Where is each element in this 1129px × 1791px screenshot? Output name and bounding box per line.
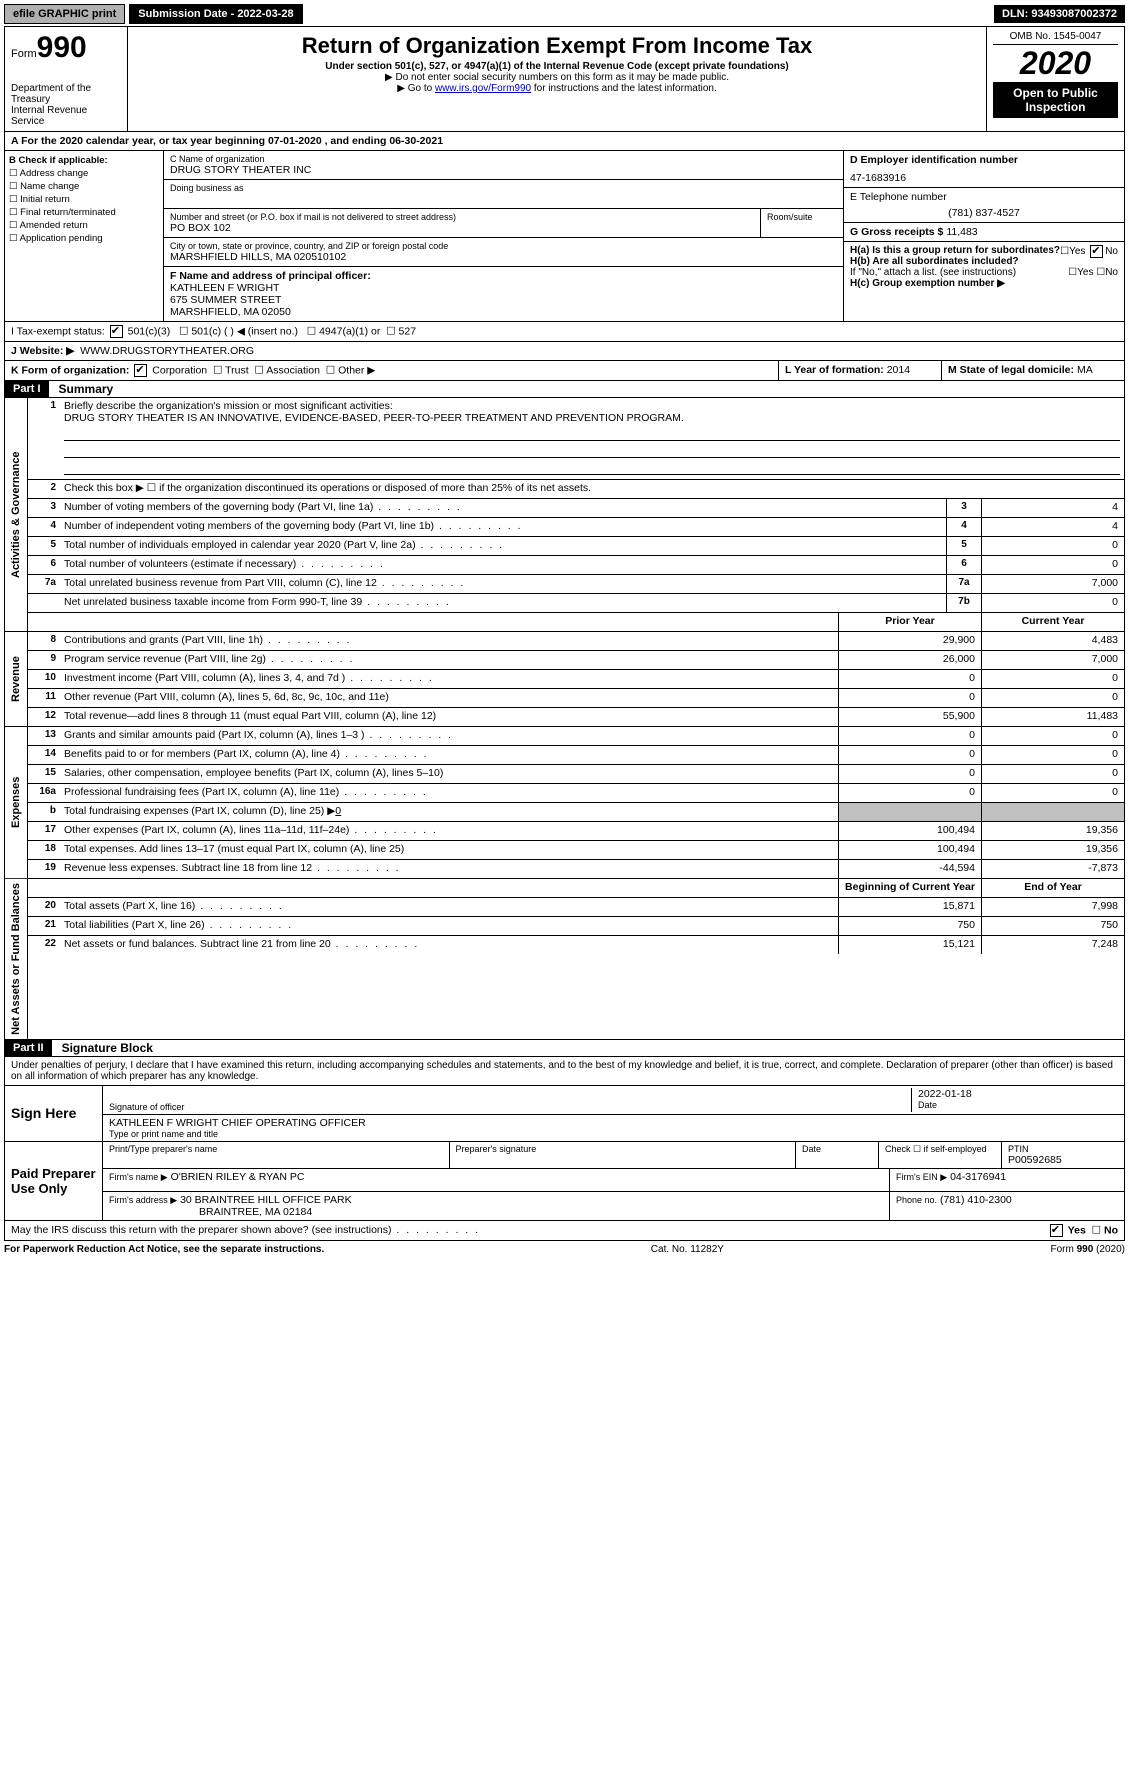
top-bar: efile GRAPHIC print Submission Date - 20… (4, 4, 1125, 24)
col-b-header: B Check if applicable: (9, 155, 159, 166)
part2-badge: Part II (5, 1040, 52, 1056)
entity-grid: B Check if applicable: ☐ Address change … (4, 151, 1125, 322)
form-no: 990 (37, 31, 87, 64)
form-header: Form990 Department of the Treasury Inter… (4, 26, 1125, 132)
officer-addr1: 675 SUMMER STREET (170, 294, 837, 306)
omb: OMB No. 1545-0047 (993, 31, 1118, 45)
paid-preparer-block: Paid Preparer Use Only Print/Type prepar… (4, 1142, 1125, 1221)
form-word: Form (11, 48, 37, 60)
officer-cell: F Name and address of principal officer:… (164, 267, 843, 321)
officer-typed: KATHLEEN F WRIGHT CHIEF OPERATING OFFICE… (109, 1117, 1118, 1129)
year-box: OMB No. 1545-0047 2020 Open to Public In… (987, 27, 1124, 131)
org-city: MARSHFIELD HILLS, MA 020510102 (170, 251, 837, 263)
city-cell: City or town, state or province, country… (164, 238, 843, 267)
tax-year: 2020 (993, 45, 1118, 82)
row-j: J Website: ▶ WWW.DRUGSTORYTHEATER.ORG (4, 342, 1125, 361)
sig-date: 2022-01-18 (918, 1088, 1118, 1100)
col-c: C Name of organization DRUG STORY THEATE… (164, 151, 844, 321)
irs-link[interactable]: www.irs.gov/Form990 (435, 83, 531, 94)
phone: (781) 837-4527 (850, 207, 1118, 219)
row-k: K Form of organization: Corporation ☐ Tr… (4, 361, 1125, 381)
chk-discuss-yes[interactable] (1050, 1224, 1063, 1237)
chk-name[interactable]: ☐ Name change (9, 181, 159, 192)
sign-here-label: Sign Here (5, 1086, 103, 1141)
discuss-row: May the IRS discuss this return with the… (4, 1221, 1125, 1241)
rev-section: Revenue 8Contributions and grants (Part … (4, 632, 1125, 727)
paperwork-notice: For Paperwork Reduction Act Notice, see … (4, 1244, 324, 1255)
gov-section: Activities & Governance 1 Briefly descri… (4, 398, 1125, 632)
part1-title: Summary (49, 382, 114, 396)
chk-501c3[interactable] (110, 325, 123, 338)
gross-receipts: 11,483 (946, 226, 977, 238)
exp-section: Expenses 13Grants and similar amounts pa… (4, 727, 1125, 879)
org-address: PO BOX 102 (170, 222, 754, 234)
row-a: A For the 2020 calendar year, or tax yea… (4, 132, 1125, 151)
chk-final[interactable]: ☐ Final return/terminated (9, 207, 159, 218)
cat-no: Cat. No. 11282Y (651, 1244, 724, 1255)
h-cell: H(a) Is this a group return for subordin… (844, 242, 1124, 292)
officer-addr2: MARSHFIELD, MA 02050 (170, 306, 837, 318)
officer-name: KATHLEEN F WRIGHT (170, 282, 837, 294)
chk-address[interactable]: ☐ Address change (9, 168, 159, 179)
phone-cell: E Telephone number (781) 837-4527 (844, 188, 1124, 223)
footer: For Paperwork Reduction Act Notice, see … (4, 1241, 1125, 1258)
row-i: I Tax-exempt status: 501(c)(3) ☐ 501(c) … (4, 322, 1125, 342)
part1-badge: Part I (5, 381, 49, 397)
chk-initial[interactable]: ☐ Initial return (9, 194, 159, 205)
gross-cell: G Gross receipts $ 11,483 (844, 223, 1124, 242)
form-number-box: Form990 Department of the Treasury Inter… (5, 27, 128, 131)
dept1: Department of the Treasury (11, 83, 121, 105)
chk-pending[interactable]: ☐ Application pending (9, 233, 159, 244)
form-title-box: Return of Organization Exempt From Incom… (128, 27, 987, 131)
chk-corp[interactable] (134, 364, 147, 377)
efile-label[interactable]: efile GRAPHIC print (4, 4, 125, 24)
paid-label: Paid Preparer Use Only (5, 1142, 103, 1220)
form-subtitle: Under section 501(c), 527, or 4947(a)(1)… (134, 61, 980, 72)
part1-header-row: Part I Summary (4, 381, 1125, 398)
gov-label: Activities & Governance (5, 398, 28, 631)
org-name: DRUG STORY THEATER INC (170, 164, 837, 176)
col-right: D Employer identification number 47-1683… (844, 151, 1124, 321)
open-public: Open to Public Inspection (993, 82, 1118, 118)
net-section: Net Assets or Fund Balances Beginning of… (4, 879, 1125, 1040)
form-note2: ▶ Go to www.irs.gov/Form990 for instruct… (134, 83, 980, 94)
part2-header-row: Part II Signature Block (4, 1040, 1125, 1057)
mission-text: DRUG STORY THEATER IS AN INNOVATIVE, EVI… (64, 412, 684, 424)
dba-cell: Doing business as (164, 180, 843, 209)
addr-row: Number and street (or P.O. box if mail i… (164, 209, 843, 238)
org-name-cell: C Name of organization DRUG STORY THEATE… (164, 151, 843, 180)
submission-date[interactable]: Submission Date - 2022-03-28 (129, 4, 302, 24)
form-note1: ▶ Do not enter social security numbers o… (134, 72, 980, 83)
sign-here-block: Sign Here Signature of officer 2022-01-1… (4, 1086, 1125, 1142)
rev-label: Revenue (5, 632, 28, 726)
part2-title: Signature Block (52, 1041, 153, 1055)
dept2: Internal Revenue Service (11, 105, 121, 127)
ein-cell: D Employer identification number 47-1683… (844, 151, 1124, 188)
declaration: Under penalties of perjury, I declare th… (4, 1057, 1125, 1086)
ein: 47-1683916 (850, 172, 1118, 184)
dln: DLN: 93493087002372 (994, 5, 1125, 23)
col-b: B Check if applicable: ☐ Address change … (5, 151, 164, 321)
website: WWW.DRUGSTORYTHEATER.ORG (80, 345, 254, 357)
net-label: Net Assets or Fund Balances (5, 879, 28, 1039)
exp-label: Expenses (5, 727, 28, 878)
form-title: Return of Organization Exempt From Incom… (134, 33, 980, 59)
chk-amended[interactable]: ☐ Amended return (9, 220, 159, 231)
form-ref: Form 990 (2020) (1051, 1244, 1125, 1255)
